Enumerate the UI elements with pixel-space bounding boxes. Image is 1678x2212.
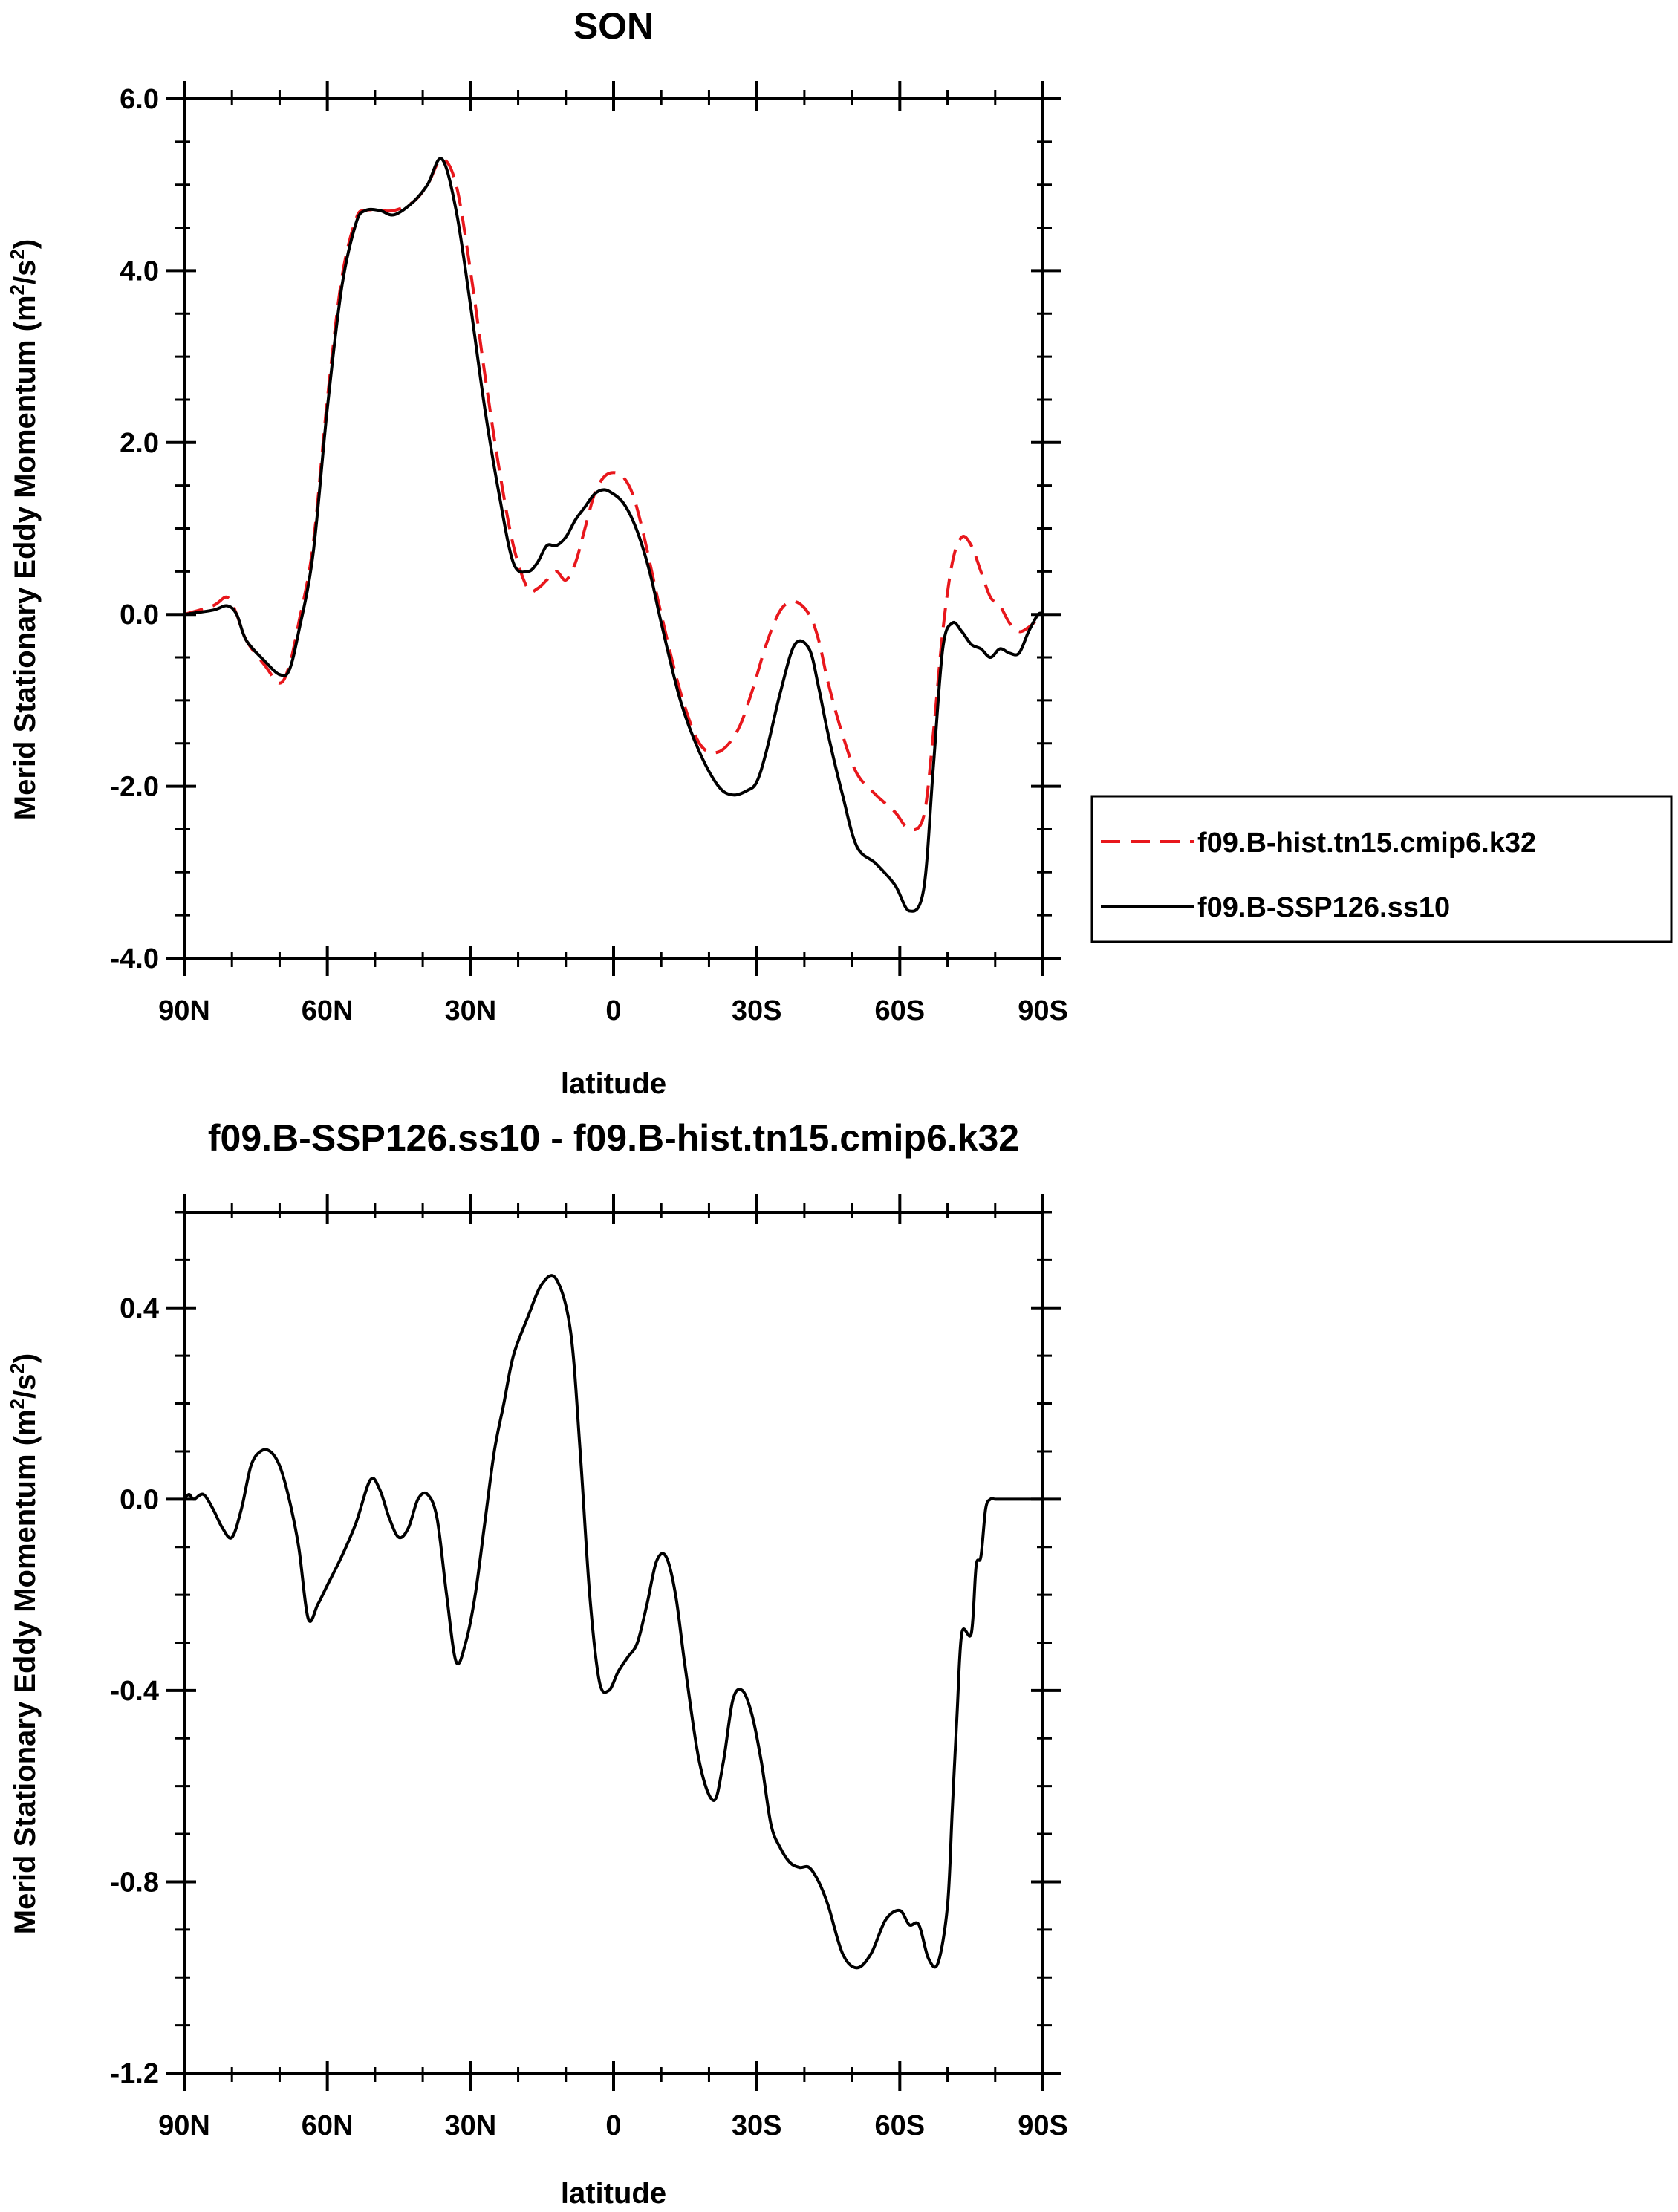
legend-label-hist: f09.B-hist.tn15.cmip6.k32 <box>1197 827 1536 859</box>
top-y-axis-label: Merid Stationary Eddy Momentum (m2/s2) <box>6 239 42 820</box>
y-tick-label: 4.0 <box>120 256 159 287</box>
x-tick-label: 30N <box>444 2110 496 2141</box>
y-tick-label: 0.0 <box>120 1484 159 1515</box>
top-title: SON <box>573 5 654 47</box>
y-tick-label: 0.4 <box>120 1293 159 1324</box>
top-tick-marks <box>166 81 1061 976</box>
legend-label-ssp126: f09.B-SSP126.ss10 <box>1197 892 1450 923</box>
top-y-label-sup1: 2 <box>6 284 28 295</box>
bottom-x-axis-label: latitude <box>561 2177 666 2210</box>
x-tick-label: 0 <box>605 995 621 1027</box>
bottom-y-label-mid: /s <box>9 1374 42 1399</box>
bottom-y-label-sup2: 2 <box>6 1363 28 1373</box>
y-tick-label: -1.2 <box>111 2058 159 2089</box>
x-tick-label: 90N <box>158 995 210 1027</box>
top-x-axis-label: latitude <box>561 1067 666 1100</box>
series-line-f09-b-ssp126-ss10 <box>184 157 1043 913</box>
top-y-label-sup2: 2 <box>6 249 28 259</box>
x-tick-label: 90S <box>1018 995 1068 1027</box>
x-tick-label: 60N <box>302 995 354 1027</box>
y-tick-label: 2.0 <box>120 428 159 459</box>
y-tick-label: 6.0 <box>120 84 159 115</box>
top-series <box>184 157 1043 913</box>
top-y-label-mid: /s <box>9 260 42 284</box>
top-plot-frame <box>183 97 1044 960</box>
x-tick-label: 60S <box>875 995 926 1027</box>
top-panel: SON -4.0 -2.0 0.0 2.0 4.0 6.0 90N 60N 30N 0 30S 60… <box>6 5 1673 1100</box>
top-y-label-end: ) <box>9 239 42 249</box>
bottom-y-axis-label: Merid Stationary Eddy Momentum (m2/s2) <box>6 1353 42 1934</box>
y-tick-label: -0.4 <box>111 1676 159 1707</box>
x-tick-label: 30N <box>444 995 496 1027</box>
bottom-x-tick-labels: 90N 60N 30N 0 30S 60S 90S <box>158 2110 1068 2141</box>
x-tick-label: 90N <box>158 2110 210 2141</box>
bottom-panel: f09.B-SSP126.ss10 - f09.B-hist.tn15.cmip… <box>6 1117 1068 2210</box>
bottom-plot-frame <box>183 1211 1044 2075</box>
bottom-y-tick-labels: -1.2 -0.8 -0.4 0.0 0.4 <box>111 1293 159 2089</box>
legend-box <box>1090 795 1673 943</box>
bottom-series <box>184 1274 1043 1970</box>
legend: f09.B-hist.tn15.cmip6.k32 f09.B-SSP126.s… <box>1090 795 1673 943</box>
bottom-y-label-sup1: 2 <box>6 1399 28 1409</box>
top-x-tick-labels: 90N 60N 30N 0 30S 60S 90S <box>158 995 1068 1027</box>
bottom-y-label-main: Merid Stationary Eddy Momentum (m <box>9 1409 42 1934</box>
top-y-tick-labels: -4.0 -2.0 0.0 2.0 4.0 6.0 <box>111 84 159 975</box>
top-y-label-main: Merid Stationary Eddy Momentum (m <box>9 295 42 820</box>
x-tick-label: 30S <box>732 995 782 1027</box>
y-tick-label: -0.8 <box>111 1867 159 1898</box>
series-line-difference <box>184 1274 1043 1970</box>
x-tick-label: 30S <box>732 2110 782 2141</box>
y-tick-label: -2.0 <box>111 772 159 803</box>
x-tick-label: 90S <box>1018 2110 1068 2141</box>
x-tick-label: 60S <box>875 2110 926 2141</box>
bottom-title: f09.B-SSP126.ss10 - f09.B-hist.tn15.cmip… <box>208 1117 1019 1159</box>
x-tick-label: 0 <box>605 2110 621 2141</box>
y-tick-label: -4.0 <box>111 943 159 975</box>
bottom-y-label-end: ) <box>9 1353 42 1363</box>
y-tick-label: 0.0 <box>120 599 159 631</box>
x-tick-label: 60N <box>302 2110 354 2141</box>
